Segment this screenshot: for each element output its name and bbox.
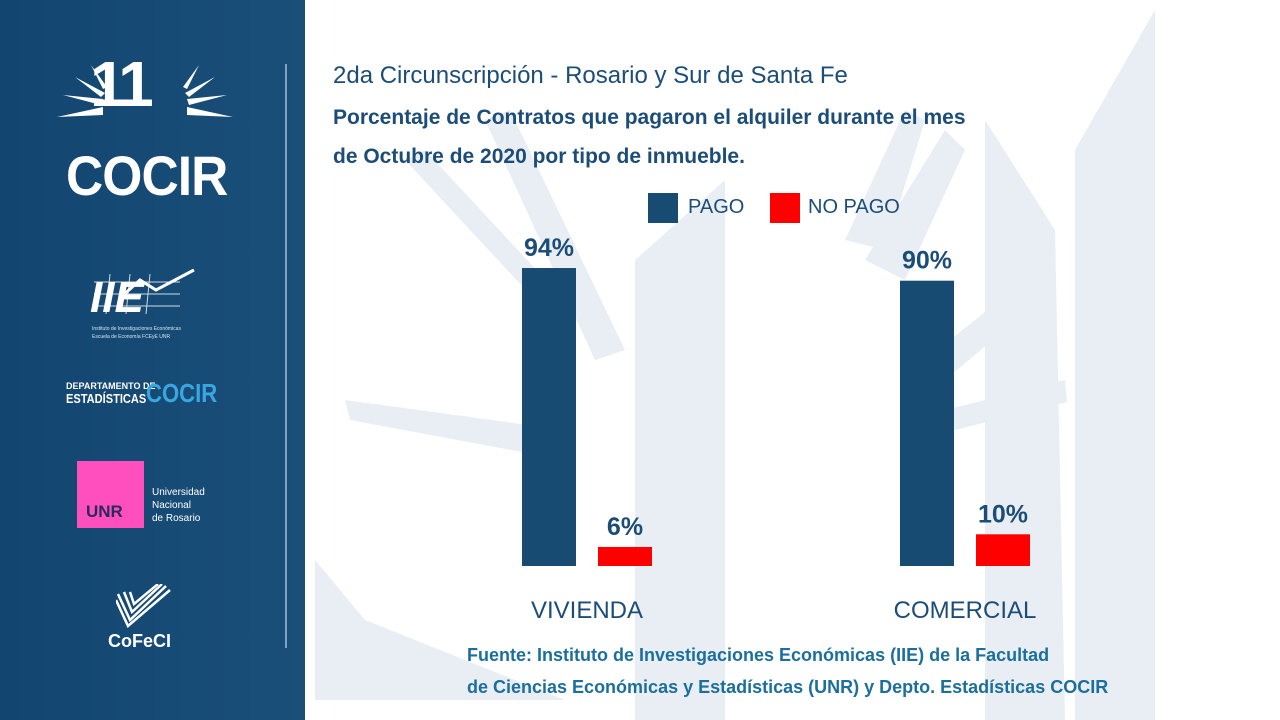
cocir-logo-number: 11 [90, 48, 154, 120]
unr-logo-text: UNR [86, 502, 123, 521]
source-line-1: Fuente: Instituto de Investigaciones Eco… [467, 645, 1050, 665]
cofeci-logo-icon [116, 584, 171, 628]
iie-logo-icon: IIE [90, 268, 195, 322]
legend-swatch-pago [648, 193, 678, 223]
cocir-burst-icon [57, 65, 233, 117]
bar-comercial-no-pago [976, 534, 1030, 566]
cocir-logo: COCIR [66, 144, 228, 207]
dept-brand: COCIR [146, 378, 218, 408]
chart-title-line-1: Porcentaje de Contratos que pagaron el a… [333, 106, 966, 129]
bar-vivienda-no-pago [598, 546, 652, 566]
chart-subtitle: 2da Circunscripción - Rosario y Sur de S… [333, 62, 848, 89]
sidebar-divider [285, 64, 287, 648]
iie-caption-2: Escuela de Economía FCEyE UNR [92, 334, 171, 340]
unr-line-2: Nacional [152, 500, 191, 511]
data-label-vivienda-pago: 94% [524, 234, 574, 262]
dept-line-2: ESTADÍSTICAS [66, 391, 147, 406]
source-line-2: de Ciencias Económicas y Estadísticas (U… [467, 677, 1109, 697]
data-label-comercial-pago: 90% [902, 247, 952, 275]
unr-line-3: de Rosario [152, 513, 201, 524]
sidebar: 11 COCIR IIE Instituto de Investigacione… [0, 0, 305, 720]
unr-line-1: Universidad [152, 487, 205, 498]
data-label-vivienda-no-pago: 6% [607, 513, 643, 541]
legend-swatch-no-pago [770, 193, 800, 223]
main-panel [305, 0, 1280, 720]
data-label-comercial-no-pago: 10% [978, 500, 1028, 528]
legend-label-pago: PAGO [688, 196, 745, 218]
legend-label-no-pago: NO PAGO [808, 196, 900, 218]
svg-text:IIE: IIE [90, 273, 145, 322]
bar-comercial-pago [900, 280, 954, 566]
category-label-comercial: COMERCIAL [894, 597, 1037, 624]
cocir-watermark-icon [315, 10, 1155, 720]
category-label-vivienda: VIVIENDA [531, 597, 643, 624]
iie-caption-1: Instituto de Investigaciones Económicas [92, 326, 181, 332]
unr-logo-box: UNR [77, 461, 144, 528]
unr-name: Universidad Nacional de Rosario [152, 486, 205, 525]
chart-title-line-2: de Octubre de 2020 por tipo de inmueble. [333, 145, 745, 168]
cofeci-label: CoFeCI [108, 631, 171, 651]
dept-line-1: DEPARTAMENTO DE [66, 381, 156, 391]
bar-vivienda-pago [522, 268, 576, 566]
